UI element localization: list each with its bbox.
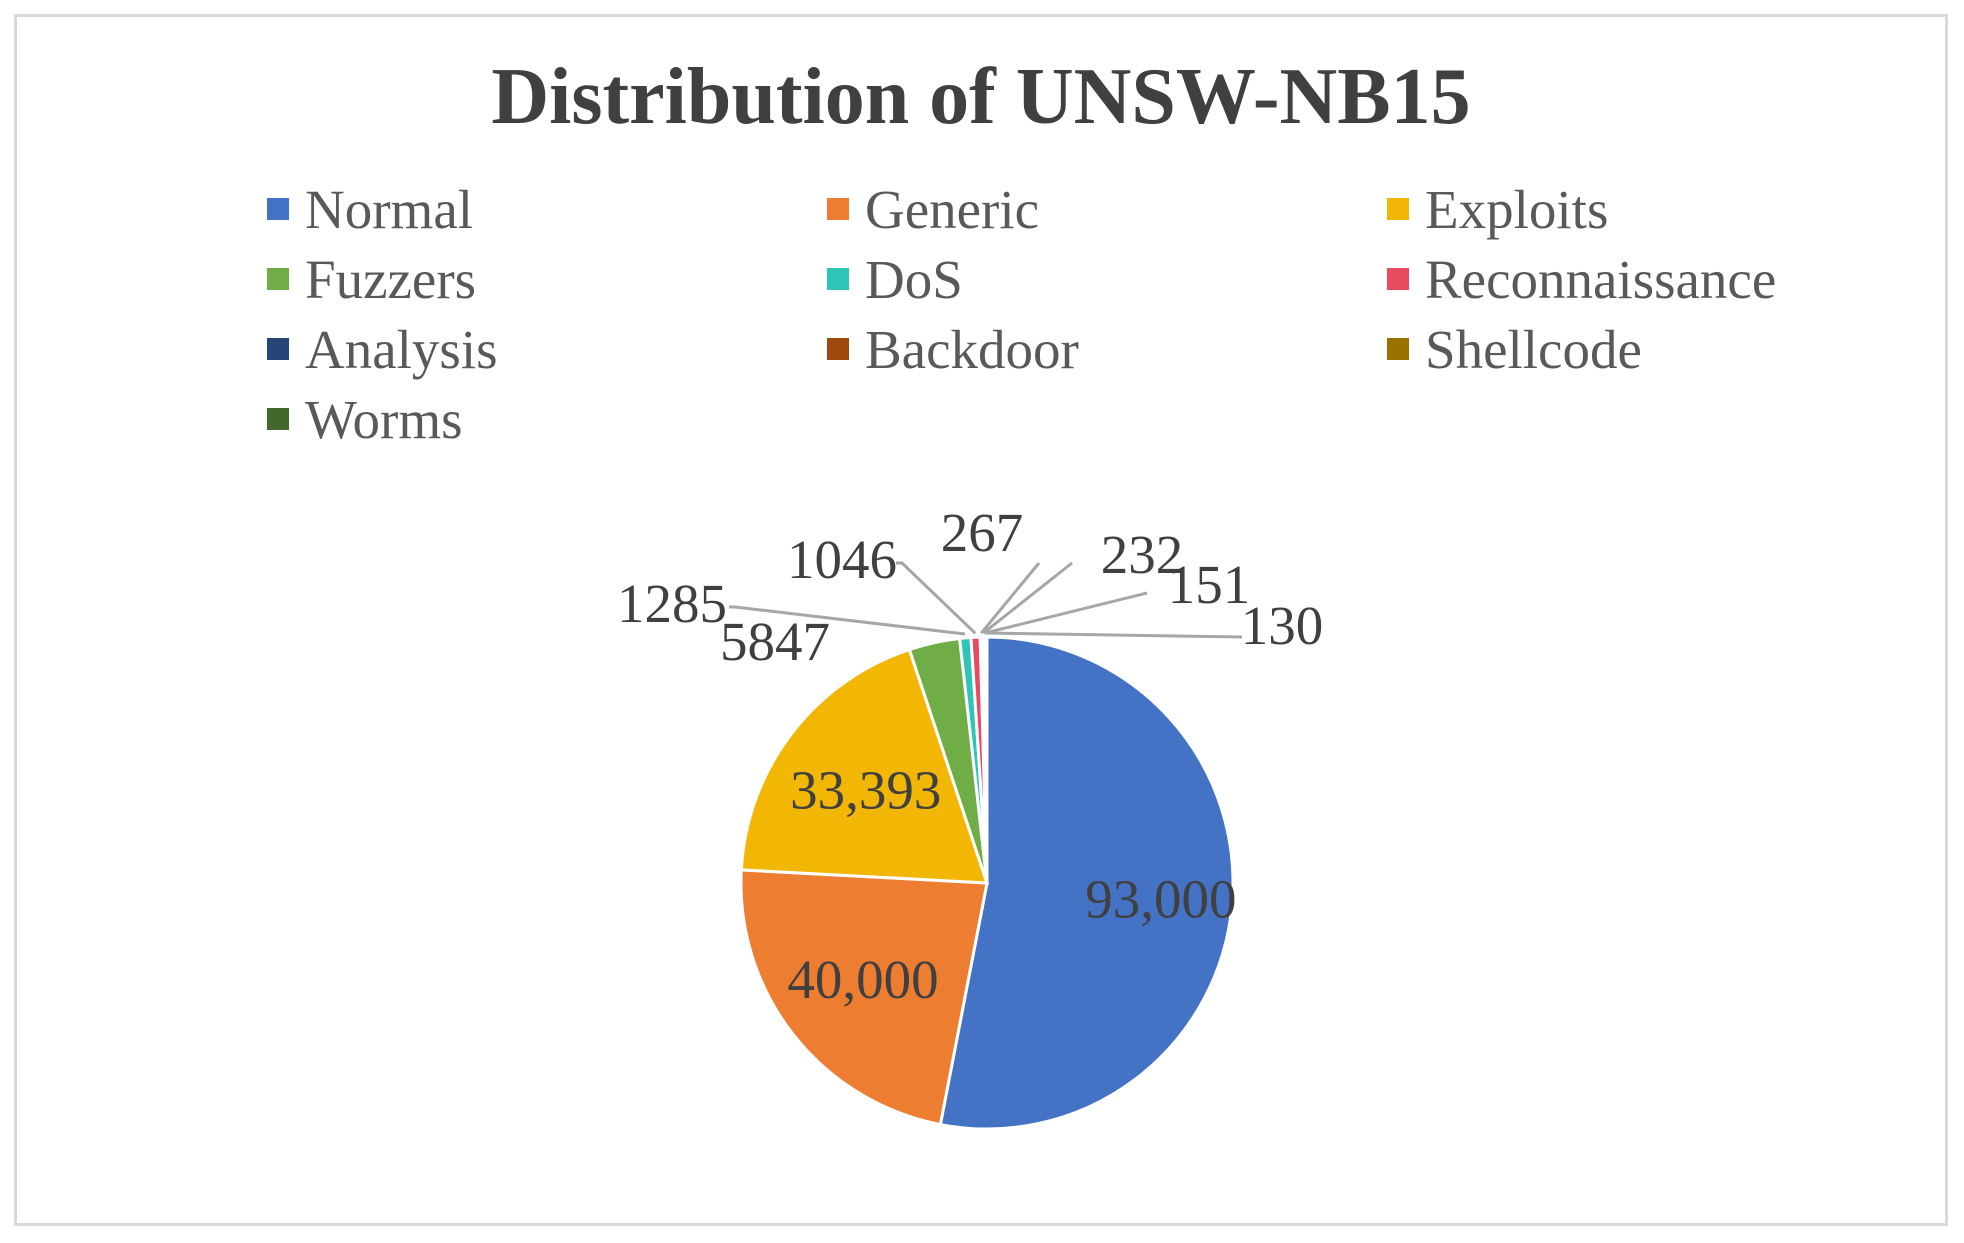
legend-label: Reconnaissance [1425,248,1777,310]
chart-title: Distribution of UNSW-NB15 [491,53,1471,141]
legend-label: Exploits [1425,178,1609,240]
pie-slice-worms [984,635,989,884]
data-label-reconnaissance: 1046 [787,529,897,590]
legend-item-shellcode: Shellcode [1387,318,1642,380]
legend-swatch-fuzzers [267,268,289,290]
legend-swatch-analysis [267,338,289,360]
legend-label: Analysis [305,318,498,380]
legend-swatch-exploits [1387,198,1409,220]
data-label-shellcode: 151 [1168,554,1251,615]
legend-item-dos: DoS [827,248,963,310]
leader-line-backdoor [982,561,1073,635]
data-label-backdoor: 232 [1101,524,1184,585]
legend-label: Normal [305,178,474,240]
legend-item-reconnaissance: Reconnaissance [1387,248,1777,310]
legend-item-normal: Normal [267,178,474,240]
legend-item-fuzzers: Fuzzers [267,248,477,310]
legend-item-worms: Worms [267,388,463,450]
legend-label: Backdoor [865,318,1079,380]
legend-item-generic: Generic [827,178,1040,240]
data-label-dos: 1285 [617,573,727,634]
legend-swatch-shellcode [1387,338,1409,360]
legend-label: Generic [865,178,1040,240]
pie-slice-normal [938,635,1235,1131]
data-label-fuzzers: 5847 [720,611,830,672]
legend-item-backdoor: Backdoor [827,318,1079,380]
legend-swatch-reconnaissance [1387,268,1409,290]
data-label-generic: 40,000 [787,949,938,1010]
chart-frame: Distribution of UNSW-NB15 Normal Generic E… [14,14,1948,1226]
data-label-worms: 130 [1241,595,1324,656]
leader-line-shellcode [984,591,1148,635]
legend-label: Fuzzers [305,248,477,310]
legend-label: Worms [305,388,463,450]
data-label-exploits: 33,393 [790,760,941,821]
leader-line-reconnaissance [896,561,977,635]
legend-swatch-backdoor [827,338,849,360]
pie-slice-generic [739,868,989,1127]
legend-label: DoS [865,248,963,310]
leader-line-worms [986,631,1243,639]
data-label-normal: 93,000 [1085,869,1236,930]
legend-item-exploits: Exploits [1387,178,1609,240]
leader-line-analysis [980,562,1041,635]
legend-swatch-normal [267,198,289,220]
legend-label: Shellcode [1425,318,1642,380]
pie-slice-exploits [739,647,990,885]
legend-item-analysis: Analysis [267,318,498,380]
legend-swatch-worms [267,408,289,430]
data-label-analysis: 267 [941,502,1024,563]
legend-swatch-dos [827,268,849,290]
leader-line-dos [729,605,966,636]
legend-swatch-generic [827,198,849,220]
